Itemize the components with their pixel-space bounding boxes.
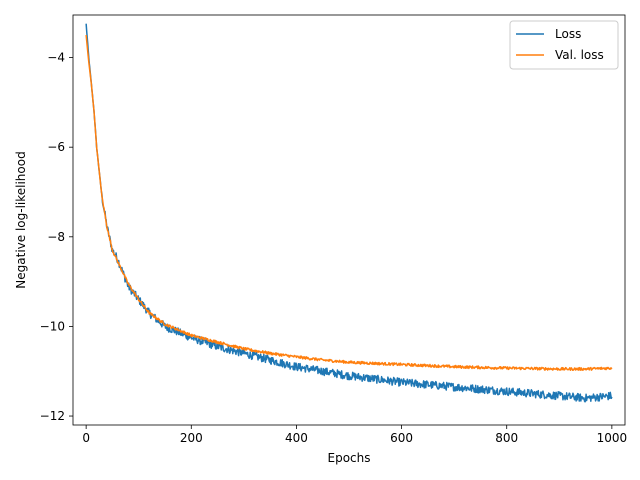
x-axis: 0 200 400 600 800 1000 [82, 425, 627, 445]
y-tick-label: −4 [47, 51, 65, 65]
series-line-1 [85, 23, 613, 403]
x-tick-label: 1000 [597, 431, 628, 445]
plot-frame [72, 14, 626, 426]
y-axis: −12 −10 −8 −6 −4 [40, 51, 73, 423]
series-line-2 [85, 34, 613, 372]
series-layer [85, 23, 613, 403]
legend-box [509, 20, 619, 70]
x-axis-label: Epochs [328, 451, 371, 465]
y-tick-label: −12 [40, 409, 65, 423]
legend-label: Loss [555, 27, 581, 41]
y-tick-label: −8 [47, 230, 65, 244]
x-tick-label: 600 [390, 431, 413, 445]
legend-label: Val. loss [555, 48, 604, 62]
x-tick-label: 200 [180, 431, 203, 445]
x-tick-label: 800 [495, 431, 518, 445]
x-tick-label: 400 [285, 431, 308, 445]
y-tick-label: −6 [47, 140, 65, 154]
y-axis-label: Negative log-likelihood [14, 151, 28, 288]
legend: Loss Val. loss [509, 20, 619, 70]
plot-background [73, 15, 625, 425]
y-tick-label: −10 [40, 319, 65, 333]
x-tick-label: 0 [82, 431, 90, 445]
